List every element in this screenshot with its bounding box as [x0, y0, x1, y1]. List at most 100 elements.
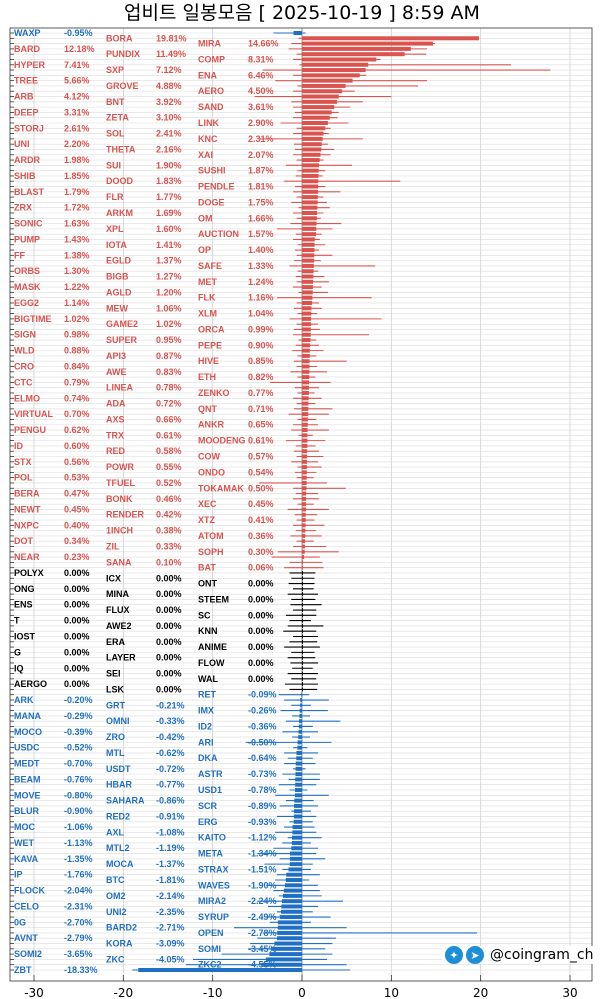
change-label: 7.41% — [64, 60, 90, 70]
candle-body-0G — [277, 920, 302, 925]
candle-body-KORA — [274, 941, 302, 946]
candle-body-HYPER — [302, 62, 369, 67]
candle-body-SCR — [294, 803, 302, 808]
change-label: 1.72% — [64, 203, 90, 213]
candle-body-FF — [302, 253, 315, 258]
candle-body-POLYX — [302, 570, 303, 575]
coin-label: KNN — [198, 626, 218, 636]
change-label: 0.58% — [156, 446, 182, 456]
change-label: 1.60% — [156, 224, 182, 234]
change-label: 1.85% — [64, 171, 90, 181]
candle-body-PUMP — [302, 237, 315, 242]
change-label: -0.42% — [156, 732, 185, 742]
coin-label: MOC — [14, 822, 35, 832]
change-label: 8.31% — [248, 54, 274, 64]
candle-body-ADA — [302, 401, 309, 406]
candle-body-LINEA — [302, 385, 309, 390]
coin-label: OM — [198, 213, 213, 223]
change-label: 1.06% — [156, 303, 182, 313]
coin-label: BARD — [14, 44, 40, 54]
change-label: 2.31% — [248, 134, 274, 144]
candle-body-NEWT — [302, 507, 307, 512]
change-label: -1.35% — [64, 854, 93, 864]
candle-body-AGLD — [302, 290, 313, 295]
change-label: 5.66% — [64, 76, 90, 86]
coin-label: STORJ — [14, 123, 44, 133]
change-label: -2.35% — [156, 907, 185, 917]
coin-label: SUSHI — [198, 166, 226, 176]
change-label: 1.02% — [64, 314, 90, 324]
coin-label: FLOCK — [14, 886, 45, 896]
change-label: 0.79% — [64, 377, 90, 387]
candle-body-STEEM — [302, 597, 303, 602]
change-label: 0.83% — [156, 367, 182, 377]
change-label: 0.77% — [248, 388, 274, 398]
coin-label: BEAM — [14, 774, 41, 784]
change-label: -1.19% — [156, 843, 185, 853]
coin-label: ZBT — [14, 965, 32, 975]
coin-label: POLYX — [14, 568, 44, 578]
coin-label: EGLD — [106, 256, 132, 266]
coin-label: DOOD — [106, 176, 134, 186]
coin-label: AERGO — [14, 679, 47, 689]
candle-body-SOL — [302, 131, 324, 136]
candle-body-ONT — [302, 581, 303, 586]
change-label: 0.00% — [64, 663, 90, 673]
candle-body-ZKC — [265, 957, 302, 962]
coin-label: ARK — [14, 695, 34, 705]
coin-label: MINA — [106, 589, 129, 599]
coin-label: XTZ — [198, 515, 216, 525]
coin-label: UNI2 — [106, 907, 127, 917]
coin-label: XEC — [198, 499, 217, 509]
coin-label: DOT — [14, 536, 34, 546]
change-label: 0.88% — [64, 346, 90, 356]
change-label: 4.12% — [64, 92, 90, 102]
candle-body-IOTA — [302, 242, 315, 247]
candle-body-FLOW — [302, 660, 303, 665]
change-label: -4.55% — [248, 960, 277, 970]
candle-body-AVNT — [277, 936, 302, 941]
candle-body-ICX — [302, 576, 303, 581]
candle-body-FLR — [302, 195, 318, 200]
coin-label: RED2 — [106, 811, 130, 821]
change-label: 0.00% — [248, 626, 274, 636]
coin-label: PENDLE — [198, 182, 235, 192]
change-label: 7.12% — [156, 65, 182, 75]
coin-label: HIVE — [198, 356, 219, 366]
coin-label: ZKC — [106, 954, 125, 964]
coin-label: MIRA2 — [198, 896, 226, 906]
x-tick-label: -20 — [114, 986, 134, 999]
coin-label: MEW — [106, 303, 129, 313]
change-label: 0.00% — [156, 573, 182, 583]
coin-label: FLK — [198, 293, 216, 303]
candle-body-ZKC2 — [261, 962, 302, 967]
candle-body-POL — [302, 475, 307, 480]
candle-body-BEAM — [295, 777, 302, 782]
change-label: -1.37% — [156, 859, 185, 869]
change-label: 0.00% — [248, 594, 274, 604]
coin-label: CELO — [14, 901, 39, 911]
change-label: 0.00% — [248, 579, 274, 589]
coin-label: MEDT — [14, 759, 40, 769]
coin-label: ID2 — [198, 721, 212, 731]
coin-label: ARDR — [14, 155, 40, 165]
x-tick-label: 0 — [298, 986, 306, 999]
change-label: 2.90% — [248, 118, 274, 128]
coin-label: MET — [198, 277, 218, 287]
change-label: 3.10% — [156, 113, 182, 123]
change-label: 0.95% — [156, 335, 182, 345]
coin-label: QNT — [198, 404, 218, 414]
candle-body-1INCH — [302, 528, 306, 533]
candle-body-BORA — [302, 36, 479, 41]
change-label: 0.50% — [248, 483, 274, 493]
coin-label: API3 — [106, 351, 126, 361]
coin-label: OM2 — [106, 891, 126, 901]
candle-body-FLOCK — [283, 888, 302, 893]
change-label: 0.42% — [156, 510, 182, 520]
candle-body-T — [302, 618, 303, 623]
coin-label: PUMP — [14, 234, 40, 244]
change-label: 0.53% — [64, 473, 90, 483]
candle-body-FLUX — [302, 608, 303, 613]
coin-label: WLD — [14, 346, 35, 356]
candle-body-POWR — [302, 465, 307, 470]
